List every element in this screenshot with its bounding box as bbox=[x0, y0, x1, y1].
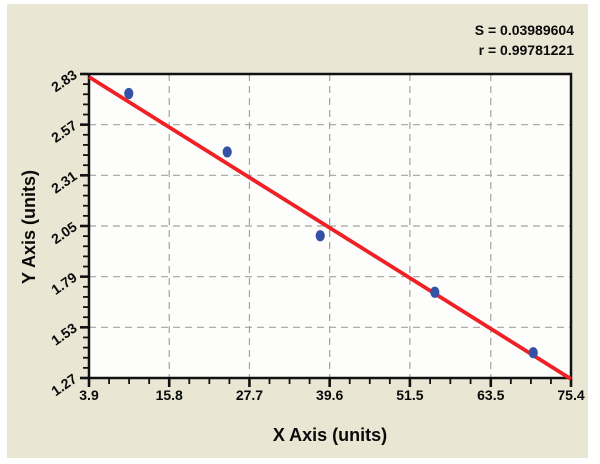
stats-block: S = 0.03989604 r = 0.99781221 bbox=[475, 20, 574, 60]
y-tick-label: 2.57 bbox=[48, 117, 80, 146]
stat-r-value: r = 0.99781221 bbox=[478, 42, 574, 58]
data-point bbox=[124, 87, 134, 100]
data-point bbox=[222, 146, 232, 158]
data-point bbox=[430, 286, 440, 298]
data-point bbox=[528, 347, 538, 359]
x-tick-label: 75.4 bbox=[557, 387, 584, 403]
x-axis-title: X Axis (units) bbox=[272, 425, 388, 445]
data-point bbox=[315, 230, 325, 242]
y-tick-label: 2.83 bbox=[48, 66, 80, 95]
x-tick-label: 51.5 bbox=[396, 387, 423, 403]
plot-frame bbox=[87, 72, 573, 380]
y-tick-label: 2.31 bbox=[48, 168, 80, 197]
y-tick-label: 2.05 bbox=[48, 218, 80, 247]
stat-s-value: S = 0.03989604 bbox=[474, 22, 574, 38]
x-tick-label: 63.5 bbox=[477, 387, 504, 403]
y-tick-label: 1.79 bbox=[48, 269, 80, 298]
y-tick-label: 1.27 bbox=[48, 370, 80, 399]
x-tick-label: 27.7 bbox=[236, 387, 263, 403]
x-tick-label: 39.6 bbox=[316, 387, 343, 403]
y-tick-label: 1.53 bbox=[48, 320, 80, 349]
y-axis-title: Y Axis (units) bbox=[19, 169, 39, 285]
x-tick-label: 3.9 bbox=[79, 387, 99, 403]
regression-line bbox=[87, 75, 573, 381]
x-tick-label: 15.8 bbox=[156, 387, 183, 403]
